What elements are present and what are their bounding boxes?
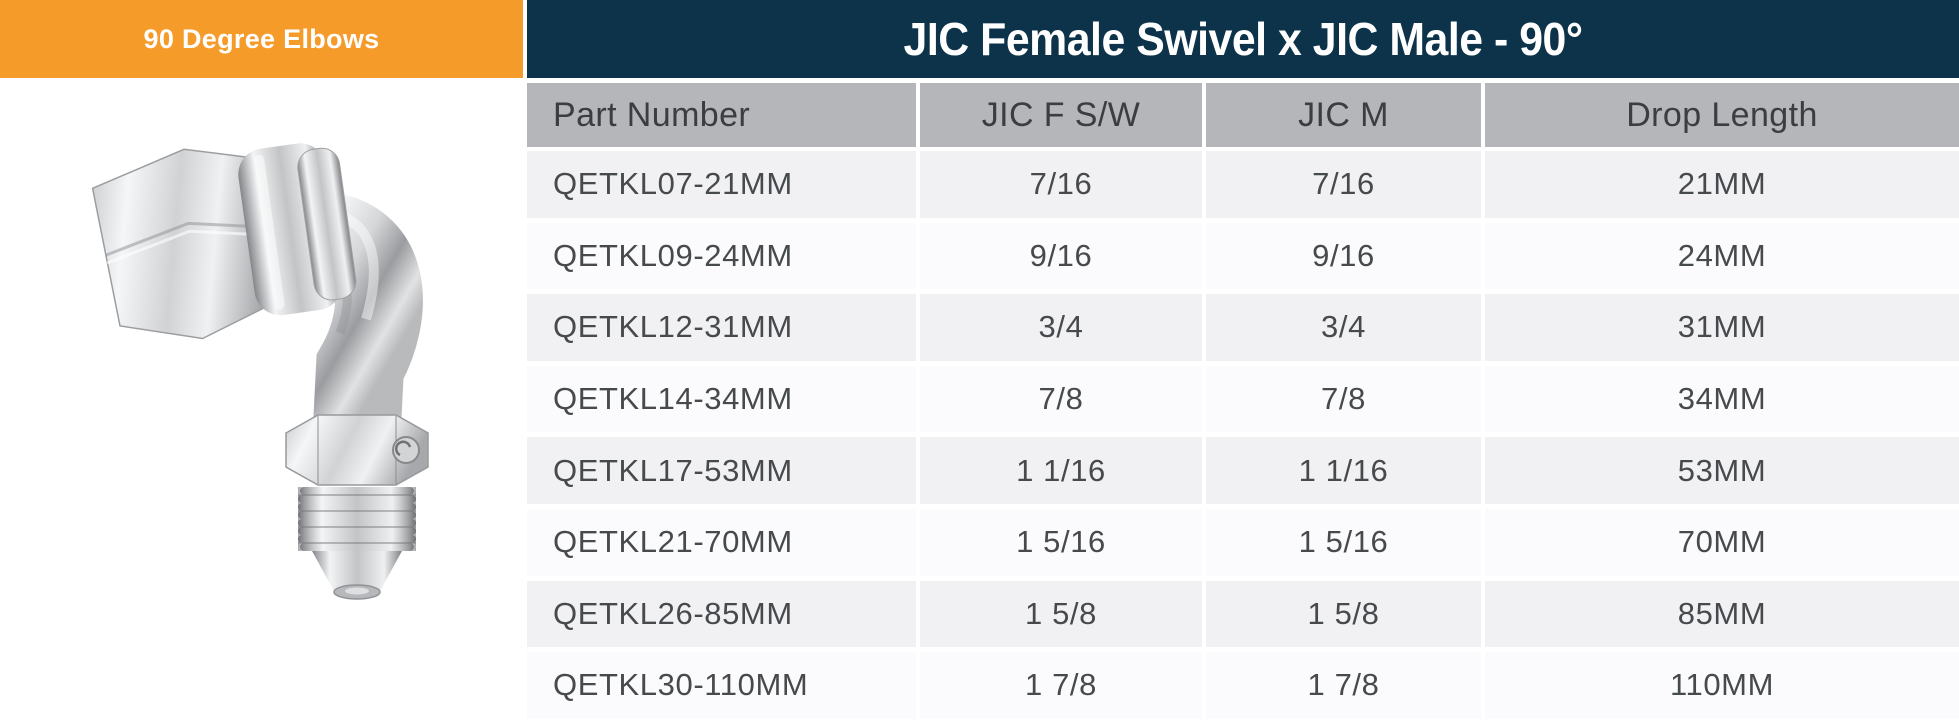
cell-part-number: QETKL07-21MM — [527, 151, 916, 218]
male-thread — [298, 487, 416, 600]
cell-jic-m: 1 5/16 — [1206, 508, 1481, 576]
cell-drop-length: 31MM — [1485, 294, 1959, 361]
cell-jic-m: 1 1/16 — [1206, 437, 1481, 504]
title-banner: JIC Female Swivel x JIC Male - 90° — [527, 0, 1959, 78]
table-header-row: Part Number JIC F S/W JIC M Drop Length — [527, 83, 1959, 147]
cell-jic-m: 3/4 — [1206, 294, 1481, 361]
cell-jic-m: 7/8 — [1206, 365, 1481, 433]
table-row: QETKL09-24MM 9/16 9/16 24MM — [527, 222, 1959, 295]
table-row: QETKL26-85MM 1 5/8 1 5/8 85MM — [527, 580, 1959, 653]
cell-jic-m: 9/16 — [1206, 222, 1481, 290]
cell-jic-f-sw: 1 5/16 — [920, 508, 1202, 576]
cell-part-number: QETKL17-53MM — [527, 437, 916, 504]
cell-drop-length: 110MM — [1485, 652, 1959, 719]
cell-jic-m: 1 5/8 — [1206, 580, 1481, 648]
column-header-drop-length: Drop Length — [1485, 83, 1959, 147]
category-banner: 90 Degree Elbows — [0, 0, 523, 78]
cell-part-number: QETKL21-70MM — [527, 508, 916, 576]
page-title: JIC Female Swivel x JIC Male - 90° — [903, 13, 1583, 65]
male-hex-nut — [285, 414, 429, 486]
table-row: QETKL14-34MM 7/8 7/8 34MM — [527, 365, 1959, 438]
spec-table: Part Number JIC F S/W JIC M Drop Length … — [527, 83, 1959, 724]
cell-drop-length: 21MM — [1485, 151, 1959, 218]
cell-jic-m: 7/16 — [1206, 151, 1481, 218]
table-body: QETKL07-21MM 7/16 7/16 21MM QETKL09-24MM… — [527, 151, 1959, 724]
cell-jic-f-sw: 1 7/8 — [920, 652, 1202, 719]
category-label: 90 Degree Elbows — [143, 23, 380, 54]
flare-tip — [312, 551, 402, 591]
cell-part-number: QETKL09-24MM — [527, 222, 916, 290]
cell-jic-f-sw: 1 1/16 — [920, 437, 1202, 504]
table-row: QETKL21-70MM 1 5/16 1 5/16 70MM — [527, 508, 1959, 581]
cell-drop-length: 53MM — [1485, 437, 1959, 504]
cell-part-number: QETKL12-31MM — [527, 294, 916, 361]
table-row: QETKL30-110MM 1 7/8 1 7/8 110MM — [527, 652, 1959, 724]
cell-drop-length: 70MM — [1485, 508, 1959, 576]
cell-jic-f-sw: 9/16 — [920, 222, 1202, 290]
cell-drop-length: 24MM — [1485, 222, 1959, 290]
cell-part-number: QETKL14-34MM — [527, 365, 916, 433]
column-header-jic-m: JIC M — [1206, 83, 1481, 147]
cell-part-number: QETKL26-85MM — [527, 580, 916, 648]
female-swivel-nut — [91, 143, 357, 340]
table-row: QETKL17-53MM 1 1/16 1 1/16 53MM — [527, 437, 1959, 509]
cell-jic-f-sw: 7/16 — [920, 151, 1202, 218]
table-row: QETKL12-31MM 3/4 3/4 31MM — [527, 294, 1959, 366]
cell-jic-f-sw: 3/4 — [920, 294, 1202, 361]
cell-part-number: QETKL30-110MM — [527, 652, 916, 719]
cell-jic-f-sw: 1 5/8 — [920, 580, 1202, 648]
column-header-part-number: Part Number — [527, 83, 916, 147]
cell-drop-length: 85MM — [1485, 580, 1959, 648]
column-header-jic-f-sw: JIC F S/W — [920, 83, 1202, 147]
cell-drop-length: 34MM — [1485, 365, 1959, 433]
cell-jic-f-sw: 7/8 — [920, 365, 1202, 433]
product-image — [91, 143, 429, 600]
cell-jic-m: 1 7/8 — [1206, 652, 1481, 719]
table-row: QETKL07-21MM 7/16 7/16 21MM — [527, 151, 1959, 223]
